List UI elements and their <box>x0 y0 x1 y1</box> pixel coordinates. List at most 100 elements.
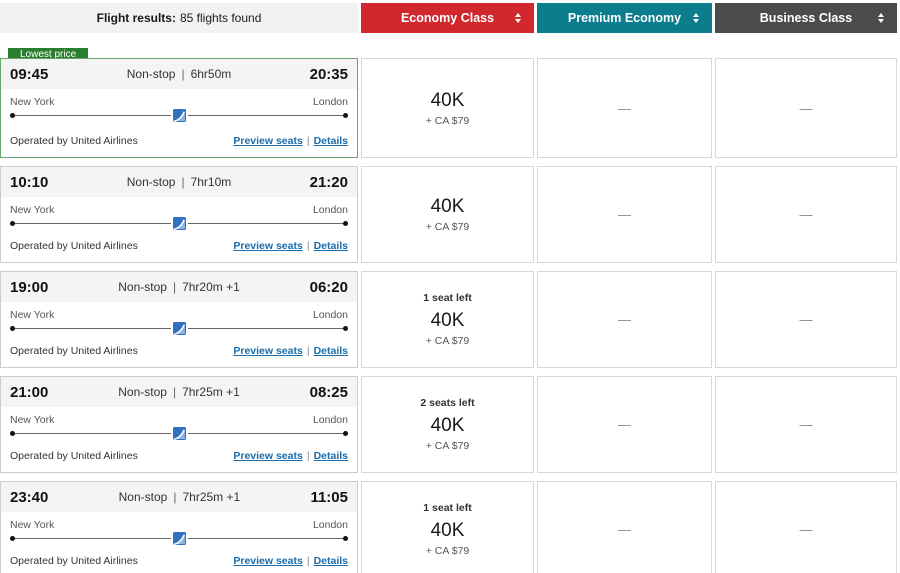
flight-card: 21:00 Non-stop | 7hr25m +1 08:25 New York … <box>0 376 358 473</box>
destination-dot-icon <box>343 431 348 436</box>
flight-links: Preview seats | Details <box>233 555 348 567</box>
airline-logo-icon <box>172 532 186 545</box>
link-separator: | <box>306 345 310 357</box>
economy-fare-cell[interactable]: 2 seats left 40K + CA $79 <box>361 376 534 473</box>
stops-label: Non-stop <box>118 490 168 504</box>
premium-economy-fare-cell: — <box>537 481 712 573</box>
taxes-fees: + CA $79 <box>425 545 470 557</box>
award-miles: 40K <box>430 89 465 111</box>
economy-fare-cell[interactable]: 1 seat left 40K + CA $79 <box>361 481 534 573</box>
link-separator: | <box>306 450 310 462</box>
preview-seats-link[interactable]: Preview seats <box>233 135 303 147</box>
origin-city: New York <box>10 519 55 531</box>
stops-label: Non-stop <box>118 280 167 294</box>
flight-card-header: 21:00 Non-stop | 7hr25m +1 08:25 <box>1 377 357 407</box>
duration-label: 7hr25m +1 <box>182 385 240 399</box>
stops-label: Non-stop <box>126 175 176 189</box>
award-miles: 40K <box>430 196 465 217</box>
stops-duration: Non-stop | 6hr50m <box>127 67 232 81</box>
details-link[interactable]: Details <box>313 135 348 147</box>
business-class-fare-cell: — <box>715 166 897 263</box>
route-graphic: New York London <box>1 512 357 553</box>
flight-links: Preview seats | Details <box>233 240 348 252</box>
airline-logo-icon <box>172 217 186 230</box>
economy-class-label: Economy Class <box>400 11 495 25</box>
route-cities: New York London <box>10 204 348 216</box>
award-miles: 40K <box>430 310 465 331</box>
flight-row: 21:00 Non-stop | 7hr25m +1 08:25 New York … <box>0 376 900 473</box>
flight-row: 23:40 Non-stop | 7hr25m +1 11:05 New York … <box>0 481 900 573</box>
details-link[interactable]: Details <box>313 555 348 567</box>
preview-seats-link[interactable]: Preview seats <box>233 555 303 567</box>
destination-dot-icon <box>343 113 348 118</box>
economy-fare-cell[interactable]: 1 seat left 40K + CA $79 <box>361 271 534 368</box>
operated-by-label: Operated by United Airlines <box>10 240 138 252</box>
stops-label: Non-stop <box>126 67 176 81</box>
results-header: Flight results: 85 flights found Economy… <box>0 3 900 33</box>
operated-by-label: Operated by United Airlines <box>10 135 138 147</box>
route-line <box>10 109 348 122</box>
origin-city: New York <box>10 204 55 216</box>
business-class-fare-cell: — <box>715 376 897 473</box>
taxes-fees: + CA $79 <box>425 335 470 347</box>
origin-city: New York <box>10 414 55 426</box>
destination-dot-icon <box>343 536 348 541</box>
route-cities: New York London <box>10 96 348 108</box>
award-miles: 40K <box>430 520 465 541</box>
link-separator: | <box>306 135 310 147</box>
economy-fare-cell[interactable]: 40K + CA $79 <box>361 58 534 158</box>
premium-economy-fare-cell: — <box>537 271 712 368</box>
flight-links: Preview seats | Details <box>233 450 348 462</box>
airline-logo-icon <box>172 109 186 122</box>
results-count: 85 flights found <box>179 11 262 25</box>
seats-left-note: 1 seat left <box>423 292 472 304</box>
flight-card-header: 10:10 Non-stop | 7hr10m 21:20 <box>1 167 357 197</box>
arrival-time: 08:25 <box>309 383 348 401</box>
duration-label: 6hr50m <box>190 67 232 81</box>
departure-time: 19:00 <box>10 278 49 296</box>
details-link[interactable]: Details <box>313 450 348 462</box>
details-link[interactable]: Details <box>313 240 348 252</box>
origin-dot-icon <box>10 326 15 331</box>
flight-row: 10:10 Non-stop | 7hr10m 21:20 New York Lon… <box>0 166 900 263</box>
duration-label: 7hr20m +1 <box>182 280 240 294</box>
premium-economy-button[interactable]: Premium Economy <box>537 3 712 33</box>
arrival-time: 11:05 <box>310 488 348 506</box>
link-separator: | <box>306 555 310 567</box>
flight-card: 09:45 Non-stop | 6hr50m 20:35 New York Lon… <box>0 58 358 158</box>
seats-left-note: 2 seats left <box>420 397 475 409</box>
economy-class-button[interactable]: Economy Class <box>361 3 534 33</box>
flight-card: 10:10 Non-stop | 7hr10m 21:20 New York Lon… <box>0 166 358 263</box>
preview-seats-link[interactable]: Preview seats <box>233 450 303 462</box>
origin-dot-icon <box>10 113 15 118</box>
airline-logo-icon <box>172 427 186 440</box>
flight-card-footer: Operated by United Airlines Preview seat… <box>1 448 357 472</box>
flight-card: 19:00 Non-stop | 7hr20m +1 06:20 New York … <box>0 271 358 368</box>
details-link[interactable]: Details <box>313 345 348 357</box>
business-class-label: Business Class <box>759 11 853 25</box>
premium-economy-fare-cell: — <box>537 376 712 473</box>
sort-arrows-icon[interactable] <box>693 13 699 23</box>
taxes-fees: + CA $79 <box>425 114 470 127</box>
origin-dot-icon <box>10 536 15 541</box>
flight-card-footer: Operated by United Airlines Preview seat… <box>1 133 357 157</box>
operated-by-label: Operated by United Airlines <box>10 450 138 462</box>
sort-arrows-icon[interactable] <box>515 13 521 23</box>
stops-duration: Non-stop | 7hr25m +1 <box>119 490 241 504</box>
business-class-fare-cell: — <box>715 271 897 368</box>
route-cities: New York London <box>10 414 348 426</box>
preview-seats-link[interactable]: Preview seats <box>233 240 303 252</box>
taxes-fees: + CA $79 <box>425 440 470 452</box>
preview-seats-link[interactable]: Preview seats <box>233 345 303 357</box>
route-line <box>10 322 348 335</box>
flight-card: 23:40 Non-stop | 7hr25m +1 11:05 New York … <box>0 481 358 573</box>
economy-fare-cell[interactable]: 40K + CA $79 <box>361 166 534 263</box>
route-graphic: New York London <box>1 197 357 238</box>
business-class-button[interactable]: Business Class <box>715 3 897 33</box>
route-line <box>10 427 348 440</box>
flight-rows: 09:45 Non-stop | 6hr50m 20:35 New York Lon… <box>0 58 900 573</box>
sort-arrows-icon[interactable] <box>878 13 884 23</box>
premium-economy-fare-cell: — <box>537 166 712 263</box>
destination-city: London <box>312 96 348 108</box>
departure-time: 23:40 <box>10 488 49 506</box>
